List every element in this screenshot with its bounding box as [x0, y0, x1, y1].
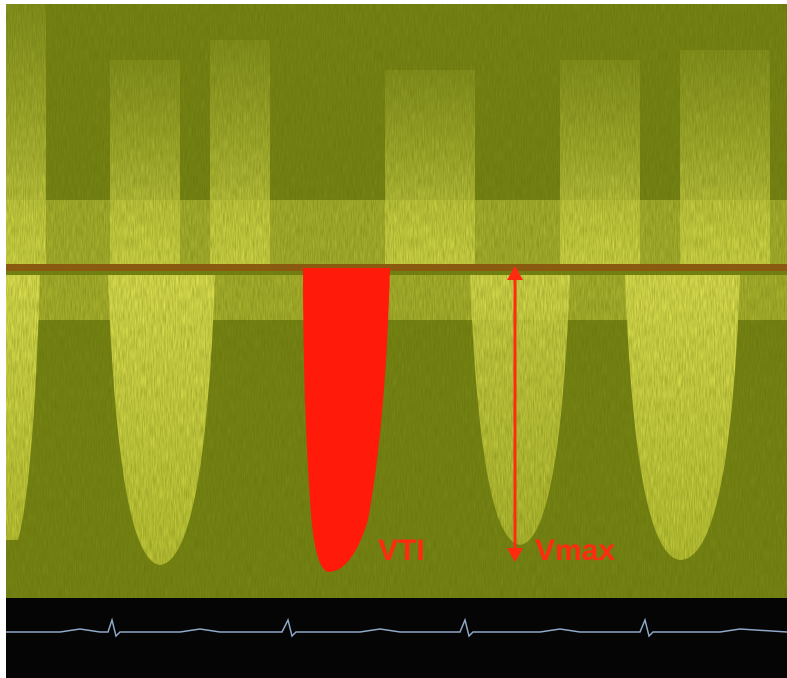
vmax-arrow	[507, 266, 523, 562]
ecg-strip	[6, 598, 787, 678]
speckle	[6, 4, 787, 598]
baseline	[6, 264, 787, 271]
vti-label: VTI	[378, 534, 425, 567]
vmax-label: Vmax	[535, 534, 615, 567]
ecg-trace	[6, 617, 787, 638]
vti-area	[303, 268, 390, 572]
